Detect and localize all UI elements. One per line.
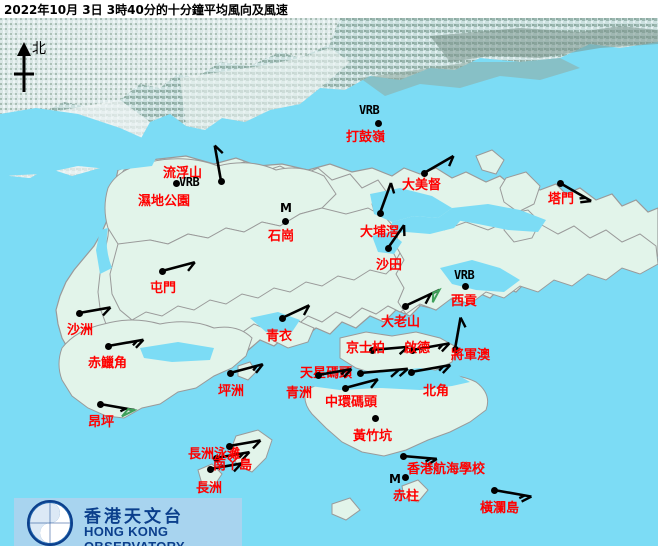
- station-label-ta-kwu-ling: 打鼓嶺: [346, 130, 386, 145]
- station-marker-dot: [105, 343, 112, 350]
- station-label-tai-po-kau: 大埔滘: [360, 225, 400, 240]
- north-arrow-icon: [14, 42, 34, 92]
- station-marker-dot: [76, 310, 83, 317]
- station-marker-dot: [173, 180, 180, 187]
- station-marker-dot: [557, 180, 564, 187]
- station-marker-dot: [213, 455, 220, 462]
- map-canvas: 北 VRB 打鼓嶺 流浮山 VRB 濕地公園 M 石崗 大美督 塔門 大埔滘 沙田 VRB 西貢 大老山屯…: [0, 18, 658, 546]
- hko-name-en: HONG KONG OBSERVATORY: [84, 524, 185, 546]
- north-label: 北: [32, 41, 46, 57]
- station-label-green-island: 青洲: [286, 386, 313, 401]
- station-label-shek-kong: 石崗: [268, 229, 295, 244]
- station-marker-dot: [315, 372, 322, 379]
- station-marker-dot: [279, 315, 286, 322]
- station-label-tate-cairn: 大老山: [381, 315, 421, 330]
- variable-wind-marker: VRB: [359, 103, 380, 117]
- station-marker-dot: [207, 466, 214, 473]
- station-label-tai-mei-tuk: 大美督: [402, 178, 442, 193]
- station-label-lau-fau-shan: 流浮山: [163, 166, 203, 181]
- station-label-north-point: 北角: [423, 384, 450, 399]
- station-marker-dot: [282, 218, 289, 225]
- station-label-central-pier: 中環碼頭: [325, 395, 378, 410]
- variable-wind-marker: VRB: [454, 268, 475, 282]
- station-marker-dot: [452, 346, 459, 353]
- station-label-sha-tin: 沙田: [376, 258, 403, 273]
- geography-layer: [0, 18, 658, 546]
- station-label-wong-chuk-hang: 黃竹坑: [353, 429, 393, 444]
- station-label-sai-kung: 西貢: [451, 294, 478, 309]
- station-label-sha-chau: 沙洲: [67, 323, 94, 338]
- station-marker-dot: [402, 474, 409, 481]
- station-marker-dot: [342, 385, 349, 392]
- station-marker-dot: [402, 303, 409, 310]
- station-marker-dot: [462, 283, 469, 290]
- station-label-waglan-island: 橫瀾島: [480, 501, 520, 516]
- hko-swirl-logo-icon: [27, 500, 73, 546]
- station-label-kai-tak: 啟德: [404, 341, 431, 356]
- missing-data-marker: M: [389, 472, 401, 486]
- station-label-star-ferry: 天星碼頭: [300, 366, 353, 381]
- missing-data-marker: M: [280, 201, 292, 215]
- hko-name-cn: 香港天文台: [84, 507, 184, 527]
- station-marker-dot: [159, 268, 166, 275]
- station-marker-dot: [400, 453, 407, 460]
- station-marker-dot: [408, 369, 415, 376]
- station-label-tsing-yi: 青衣: [266, 329, 293, 344]
- station-marker-dot: [357, 370, 364, 377]
- station-marker-dot: [409, 347, 416, 354]
- station-marker-dot: [377, 210, 384, 217]
- station-label-chek-lap-kok: 赤鱲角: [88, 356, 128, 371]
- station-marker-dot: [369, 347, 376, 354]
- station-label-stanley: 赤柱: [393, 489, 420, 504]
- station-label-hk-sea-school: 香港航海學校: [407, 462, 486, 477]
- station-label-cheung-chau-beach: 長洲泳灘: [188, 447, 241, 462]
- station-marker-dot: [421, 170, 428, 177]
- station-label-ngong-ping: 昂坪: [88, 415, 115, 430]
- station-marker-dot: [491, 487, 498, 494]
- station-marker-dot: [97, 401, 104, 408]
- station-label-tuen-mun: 屯門: [150, 281, 177, 296]
- station-label-kings-park: 京士柏: [346, 341, 386, 356]
- station-label-tseung-kwan-o: 將軍澳: [451, 348, 491, 363]
- station-label-peng-chau: 坪洲: [218, 384, 245, 399]
- station-marker-dot: [375, 120, 382, 127]
- station-marker-dot: [385, 245, 392, 252]
- page-title: 2022年10月 3日 3時40分的十分鐘平均風向及風速: [4, 3, 288, 17]
- station-label-lamma-island: 南丫島: [213, 458, 253, 473]
- station-label-cheung-chau: 長洲: [196, 481, 223, 496]
- title-bar: 2022年10月 3日 3時40分的十分鐘平均風向及風速: [0, 0, 658, 18]
- station-marker-dot: [227, 370, 234, 377]
- station-label-tap-mun: 塔門: [548, 192, 575, 207]
- station-marker-dot: [218, 178, 225, 185]
- station-marker-dot: [372, 415, 379, 422]
- hko-logo: 香港天文台 HONG KONG OBSERVATORY: [14, 498, 242, 546]
- station-marker-dot: [226, 443, 233, 450]
- north-arrow: 北: [6, 40, 66, 96]
- variable-wind-marker: VRB: [179, 175, 200, 189]
- station-label-wetland-park: 濕地公園: [138, 194, 191, 209]
